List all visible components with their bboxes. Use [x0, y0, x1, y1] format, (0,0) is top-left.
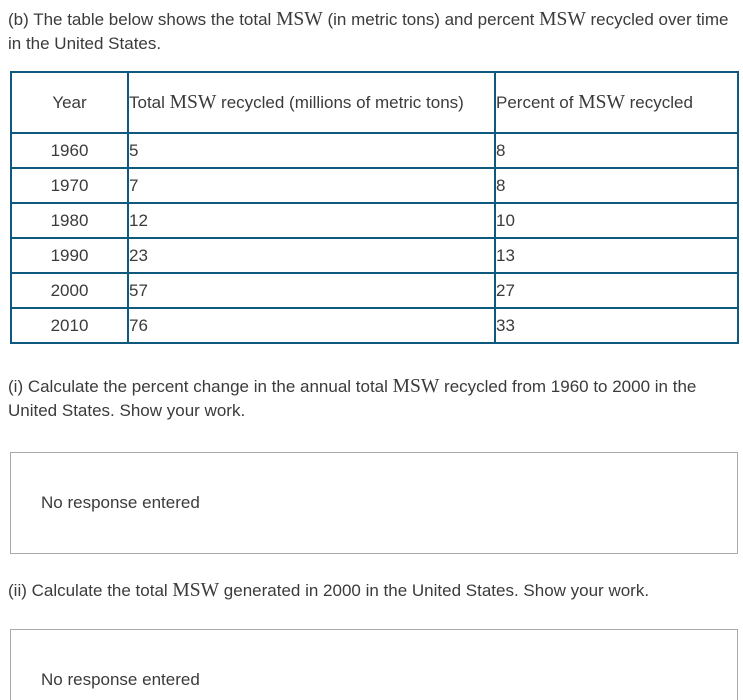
table-row: 1980 12 10 — [10, 202, 739, 239]
text-segment: Total — [129, 93, 170, 112]
response-placeholder-i: No response entered — [41, 493, 200, 512]
math-term-msw: MSW — [578, 92, 625, 113]
response-box-ii: No response entered — [10, 629, 738, 700]
math-term-msw: MSW — [392, 376, 440, 397]
math-term-msw: MSW — [539, 9, 586, 30]
table-row: 1960 5 8 — [10, 132, 739, 169]
question-i: (i) Calculate the percent change in the … — [8, 375, 735, 423]
column-header-percent-msw-recycled: Percent of MSW recycled — [494, 71, 739, 134]
text-segment: recycled — [624, 93, 693, 112]
msw-data-table: Year Total MSW recycled (millions of met… — [10, 71, 739, 344]
math-term-msw: MSW — [172, 580, 220, 601]
cell-percent-recycled: 27 — [494, 272, 739, 309]
cell-total-recycled: 12 — [127, 202, 496, 239]
table-row: 1990 23 13 — [10, 237, 739, 274]
table-body: 1960 5 8 1970 7 8 1980 12 10 1990 23 13 2000 57 27 2010… — [10, 132, 739, 344]
text-segment: Percent of — [496, 93, 579, 112]
column-header-total-msw-recycled: Total MSW recycled (millions of metric t… — [127, 71, 496, 134]
cell-year: 2000 — [10, 272, 129, 309]
intro-paragraph: (b) The table below shows the total MSW … — [8, 8, 735, 56]
cell-year: 1960 — [10, 132, 129, 169]
cell-percent-recycled: 13 — [494, 237, 739, 274]
table-row: 1970 7 8 — [10, 167, 739, 204]
response-placeholder-ii: No response entered — [41, 670, 200, 689]
cell-total-recycled: 57 — [127, 272, 496, 309]
text-segment: (in metric tons) and percent — [322, 10, 540, 29]
text-segment: recycled over time in the United States. — [8, 10, 729, 53]
text-segment: generated in 2000 in the United States. … — [219, 581, 650, 600]
cell-total-recycled: 7 — [127, 167, 496, 204]
text-segment: (i) Calculate the percent change in the … — [8, 377, 393, 396]
cell-year: 2010 — [10, 307, 129, 344]
table-row: 2000 57 27 — [10, 272, 739, 309]
math-term-msw: MSW — [169, 92, 217, 113]
column-header-year: Year — [10, 71, 129, 134]
cell-year: 1970 — [10, 167, 129, 204]
text-segment: recycled from 1960 to 2000 in the United… — [8, 377, 697, 420]
table-row: 2010 76 33 — [10, 307, 739, 344]
text-segment: recycled (millions of metric tons) — [216, 93, 464, 112]
text-segment: (ii) Calculate the total — [8, 581, 173, 600]
question-page: (b) The table below shows the total MSW … — [0, 8, 743, 700]
cell-percent-recycled: 8 — [494, 132, 739, 169]
cell-total-recycled: 76 — [127, 307, 496, 344]
cell-percent-recycled: 8 — [494, 167, 739, 204]
text-segment: Year — [52, 93, 87, 112]
cell-year: 1980 — [10, 202, 129, 239]
table-head: Year Total MSW recycled (millions of met… — [10, 71, 739, 134]
cell-total-recycled: 23 — [127, 237, 496, 274]
cell-year: 1990 — [10, 237, 129, 274]
table-header-row: Year Total MSW recycled (millions of met… — [10, 71, 739, 134]
math-term-msw: MSW — [276, 9, 323, 30]
cell-percent-recycled: 33 — [494, 307, 739, 344]
text-segment: (b) The table below shows the total — [8, 10, 277, 29]
cell-percent-recycled: 10 — [494, 202, 739, 239]
cell-total-recycled: 5 — [127, 132, 496, 169]
response-box-i: No response entered — [10, 452, 738, 554]
question-ii: (ii) Calculate the total MSW generated i… — [8, 579, 735, 603]
